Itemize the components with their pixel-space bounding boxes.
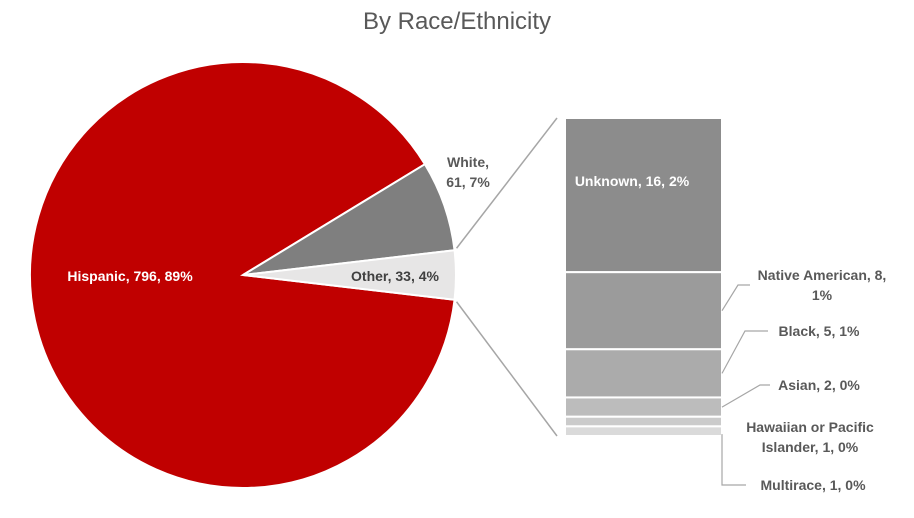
- data-label: Hispanic, 796, 89%: [67, 268, 193, 284]
- data-label: Black, 5, 1%: [778, 323, 860, 339]
- pie-slice: [29, 61, 456, 489]
- data-label: Multirace, 1, 0%: [760, 477, 866, 493]
- leader-line: [721, 330, 768, 374]
- leader-line: [721, 384, 770, 408]
- chart-title: By Race/Ethnicity: [362, 8, 552, 35]
- data-label: Asian, 2, 0%: [778, 377, 860, 393]
- bar-segment: [564, 415, 723, 428]
- connector: [455, 117, 558, 249]
- data-label: Other, 33, 4%: [351, 268, 439, 284]
- leader-line: [721, 434, 746, 486]
- bar-segment: [564, 396, 723, 418]
- data-label: Native American, 8, 1%: [757, 267, 887, 303]
- connector: [455, 301, 558, 437]
- bar-segment: [564, 271, 723, 351]
- bar-segment: [564, 348, 723, 399]
- data-label: White, 61, 7%: [446, 154, 490, 190]
- data-label: Unknown, 16, 2%: [574, 173, 690, 189]
- pie-slice: [242, 249, 457, 301]
- leader-line: [721, 284, 750, 312]
- data-label: Hawaiian or Pacific Islander, 1, 0%: [746, 419, 874, 455]
- bar-segment: [564, 117, 723, 274]
- bar-segment: [564, 425, 723, 438]
